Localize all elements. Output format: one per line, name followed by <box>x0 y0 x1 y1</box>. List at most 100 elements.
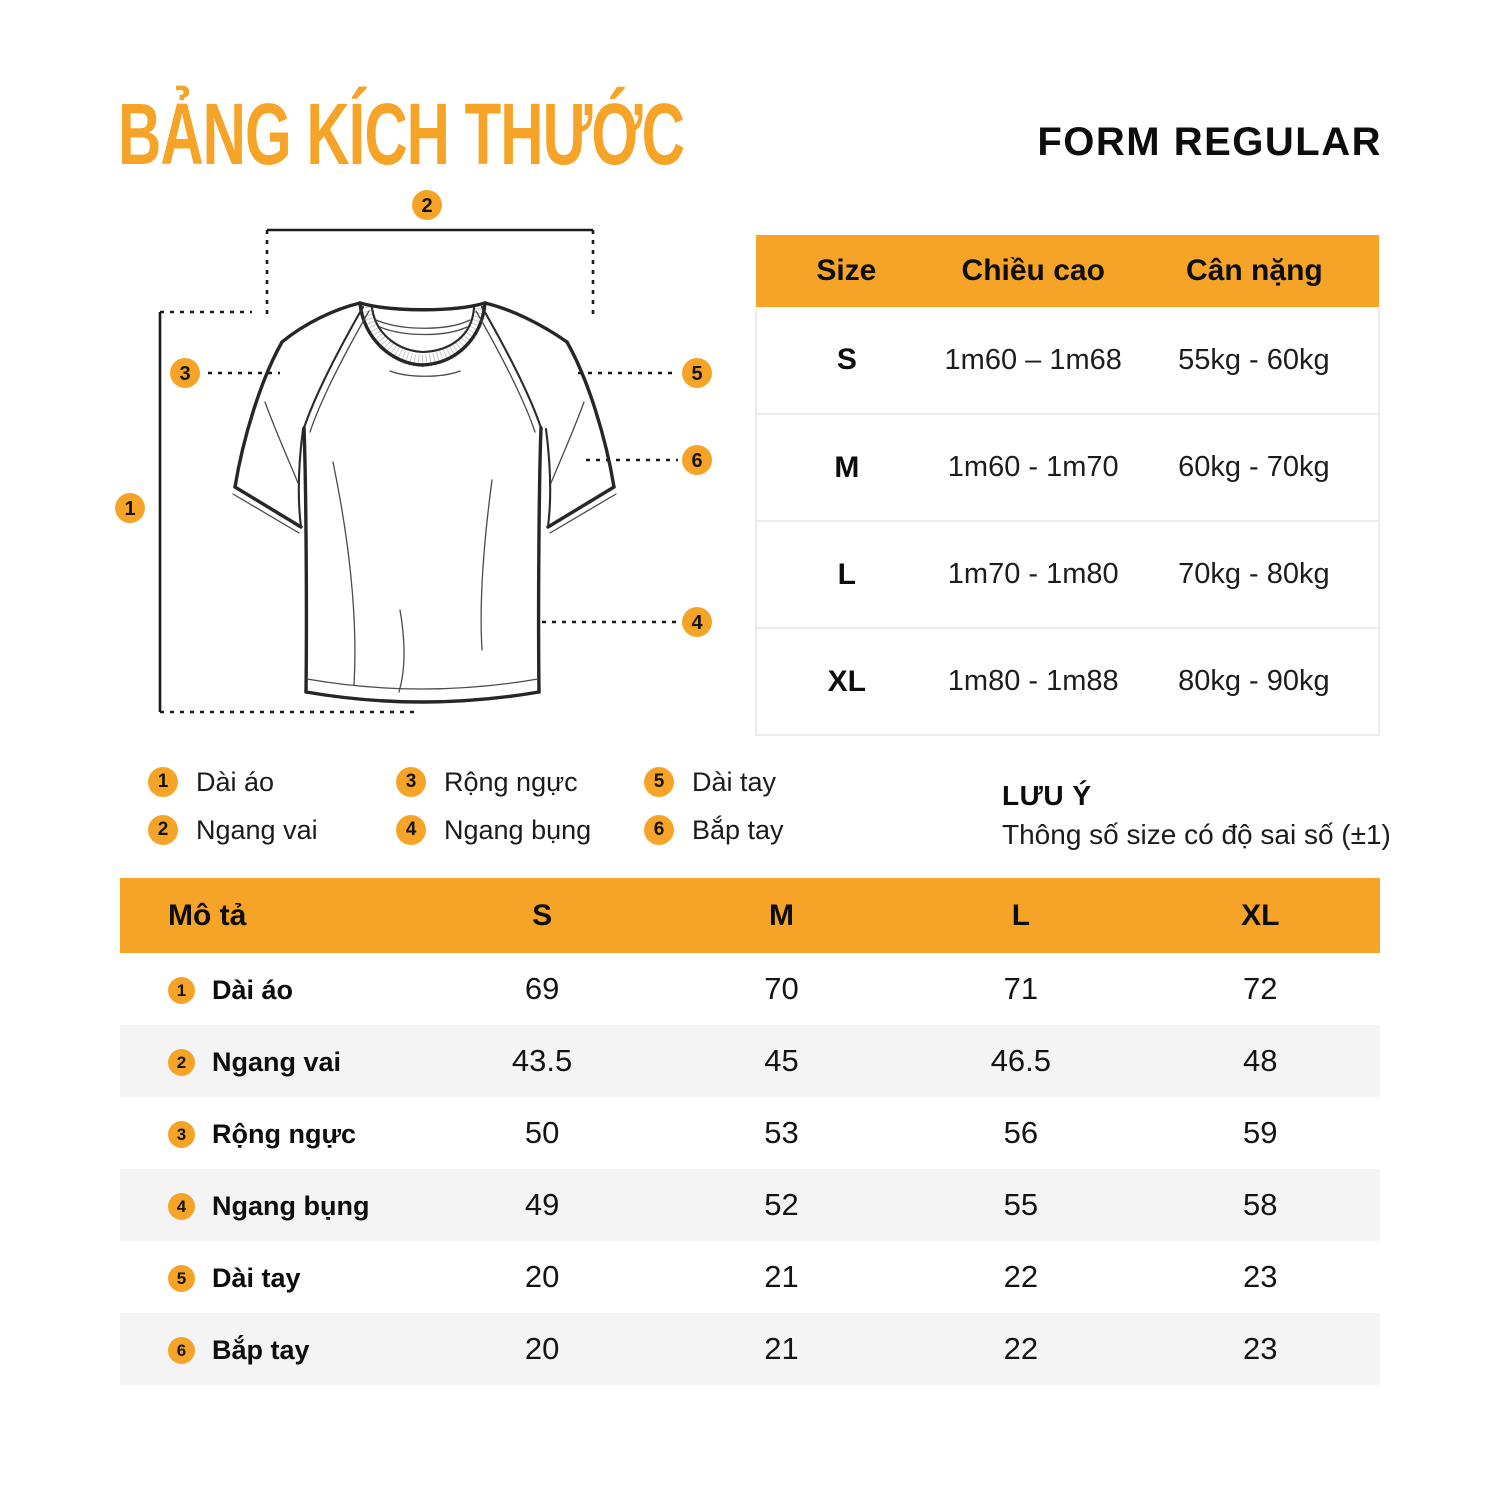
value-xl: 59 <box>1243 1115 1278 1150</box>
value-xl: 23 <box>1243 1259 1278 1294</box>
value-m: 52 <box>764 1187 799 1222</box>
measurement-label: Rộng ngực <box>212 1119 357 1150</box>
body-crease-left <box>332 461 356 686</box>
callout-number: 1 <box>124 498 135 520</box>
value-xl: 58 <box>1243 1187 1278 1222</box>
legend-label: Ngang vai <box>196 814 318 845</box>
value-m: 53 <box>764 1115 799 1150</box>
value-l: 46.5 <box>990 1043 1052 1078</box>
measurement-label-cell: 6 Bắp tay <box>120 1313 422 1385</box>
legend-number-badge: 2 <box>148 815 178 845</box>
measurement-label-cell: 1 Dài áo <box>120 953 422 1025</box>
legend-number-badge: 3 <box>396 767 426 797</box>
height-cell: 1m60 – 1m68 <box>936 307 1130 415</box>
callout-badge-5: 5 <box>682 358 712 388</box>
legend-number-badge: 5 <box>644 767 674 797</box>
page-title: BẢNG KÍCH THƯỚC <box>118 85 685 183</box>
measurement-label: Bắp tay <box>212 1335 310 1366</box>
size-table-row: L 1m70 - 1m80 70kg - 80kg <box>755 521 1381 629</box>
legend-number-badge: 4 <box>396 815 426 845</box>
measurement-label-cell: 2 Ngang vai <box>120 1025 422 1097</box>
legend-label: Rộng ngực <box>444 766 578 797</box>
collar-echo <box>389 370 461 377</box>
callout-number: 3 <box>179 363 190 385</box>
collar-outer <box>358 301 487 367</box>
callout-badge-6: 6 <box>682 445 712 475</box>
height-cell: 1m70 - 1m80 <box>936 521 1130 629</box>
callout-circle <box>170 358 200 388</box>
left-body-side <box>302 426 309 694</box>
legend-label: Bắp tay <box>692 814 784 845</box>
callout-badges: 1 2 3 4 5 6 <box>115 190 712 637</box>
measurement-number-badge: 6 <box>168 1337 195 1365</box>
legend-label: Dài tay <box>692 766 777 797</box>
value-xl: 48 <box>1243 1043 1278 1078</box>
legend-number-badge: 6 <box>644 815 674 845</box>
measurement-label: Dài tay <box>212 1263 301 1294</box>
callout-number: 2 <box>421 195 432 217</box>
right-sleeve-outer <box>565 340 616 489</box>
weight-cell: 55kg - 60kg <box>1129 307 1381 415</box>
body-crease-bottom <box>398 609 405 693</box>
value-m: 21 <box>764 1259 799 1294</box>
value-s: 49 <box>524 1187 560 1222</box>
size-table-row: S 1m60 – 1m68 55kg - 60kg <box>755 307 1381 415</box>
right-body-side <box>536 426 543 694</box>
collar-inner <box>370 306 476 354</box>
callout-number: 5 <box>691 363 702 385</box>
tshirt-drawing <box>232 301 617 704</box>
weight-cell: 80kg - 90kg <box>1129 628 1381 736</box>
hem-stitch-line <box>306 678 539 690</box>
hem <box>304 690 541 704</box>
measurements-header-m: M <box>661 878 902 953</box>
size-table-header-weight: Cân nặng <box>1129 235 1379 307</box>
callout-number: 6 <box>691 450 702 472</box>
size-table-row: M 1m60 - 1m70 60kg - 70kg <box>755 414 1381 522</box>
value-m: 70 <box>764 971 799 1006</box>
callout-circle <box>115 493 145 523</box>
measurement-table-row: 6 Bắp tay 20 21 22 23 <box>120 1313 1380 1385</box>
right-raglan-seam <box>480 305 543 430</box>
value-l: 55 <box>1003 1187 1039 1222</box>
callout-circle <box>682 358 712 388</box>
form-regular-label: FORM REGULAR <box>1037 120 1382 164</box>
legend-item: 4 Ngang bụng <box>396 815 644 846</box>
height-cell: 1m60 - 1m70 <box>936 414 1130 522</box>
legend-label: Ngang bụng <box>444 814 592 845</box>
back-neck-line-1 <box>375 319 471 329</box>
right-raglan-echo <box>475 310 536 433</box>
measurement-number-badge: 4 <box>168 1193 195 1221</box>
note-title: LƯU Ý <box>1002 780 1092 811</box>
callout-badge-1: 1 <box>115 493 145 523</box>
value-m: 45 <box>764 1043 799 1078</box>
measurements-header-xl: XL <box>1140 878 1380 953</box>
legend-item: 6 Bắp tay <box>644 815 892 846</box>
measurements-header-description: Mô tả <box>120 878 423 953</box>
callout-badge-3: 3 <box>170 358 200 388</box>
legend-label: Dài áo <box>196 766 275 797</box>
size-height-weight-table: Size Chiều cao Cân nặng S 1m60 – 1m68 55… <box>755 235 1381 736</box>
left-cuff-band <box>232 493 300 534</box>
height-cell: 1m80 - 1m88 <box>936 628 1130 736</box>
note-block: LƯU Ý Thông số size có độ sai số (±1) <box>1002 780 1402 851</box>
measurement-number-badge: 5 <box>168 1265 195 1293</box>
legend-item: 3 Rộng ngực <box>396 767 644 798</box>
left-shoulder <box>280 301 362 344</box>
tshirt-measurement-diagram: 1 2 3 4 5 6 <box>115 190 712 714</box>
measurement-table-row: 4 Ngang bụng 49 52 55 58 <box>120 1169 1380 1241</box>
right-sleeve-crease <box>550 401 585 484</box>
measurements-table: Mô tả S M L XL 1 Dài áo 69 70 71 72 2 Ngan… <box>120 878 1380 1385</box>
left-raglan-seam <box>302 305 365 430</box>
size-cell: XL <box>755 628 937 736</box>
collar-top-edge <box>358 301 487 312</box>
size-table-header-row: Size Chiều cao Cân nặng <box>756 235 1379 307</box>
legend-item: 5 Dài tay <box>644 767 892 798</box>
value-s: 50 <box>524 1115 560 1150</box>
size-table-body: S 1m60 – 1m68 55kg - 60kg M 1m60 - 1m70 … <box>755 307 1381 736</box>
measurement-table-row: 3 Rộng ngực 50 53 56 59 <box>120 1097 1380 1169</box>
measurement-label: Ngang bụng <box>212 1191 370 1222</box>
body-crease-right <box>480 479 493 651</box>
size-table-header-height: Chiều cao <box>936 235 1130 307</box>
measurement-number-badge: 2 <box>168 1049 195 1077</box>
